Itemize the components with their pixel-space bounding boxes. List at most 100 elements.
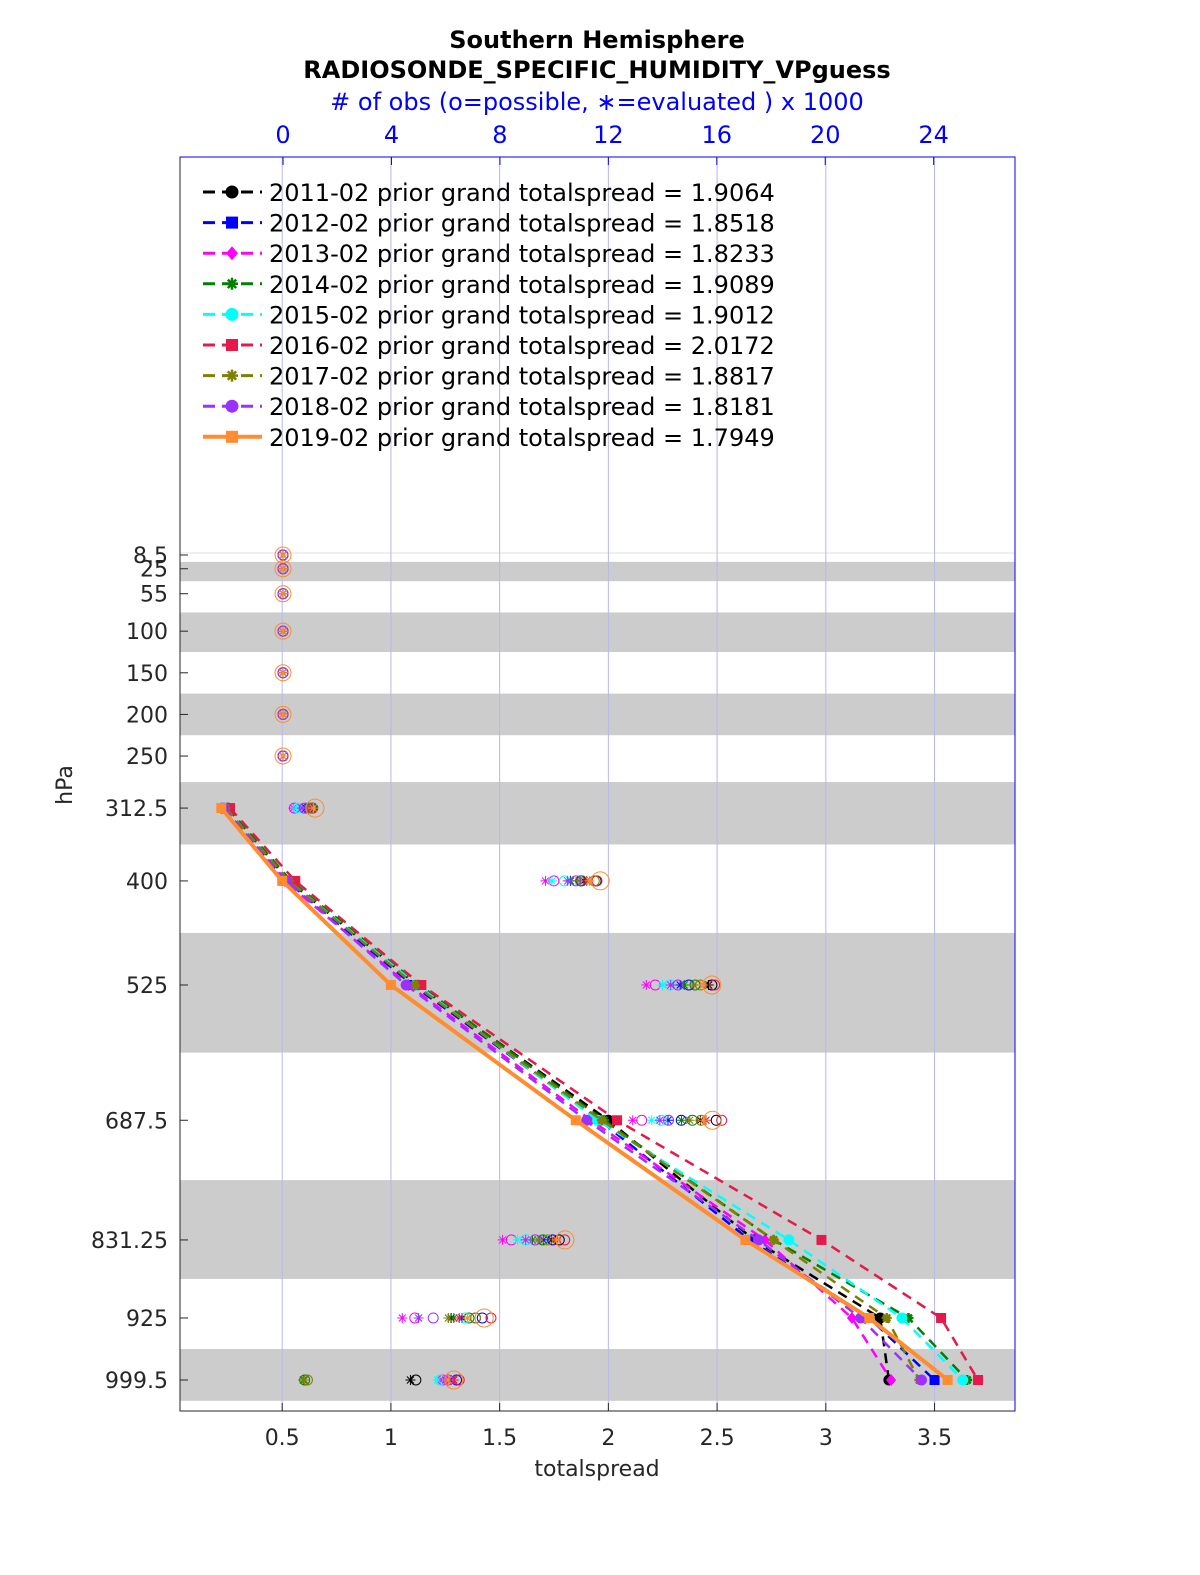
data-point bbox=[936, 1312, 947, 1323]
data-point bbox=[385, 979, 396, 990]
series-line bbox=[226, 807, 891, 1381]
legend-entry: 2019-02 prior grand totalspread = 1.7949 bbox=[269, 424, 775, 452]
obs-possible-point bbox=[636, 1114, 648, 1126]
obs-evaluated-point bbox=[278, 626, 289, 637]
x-tick-label: 3.5 bbox=[917, 1426, 952, 1451]
legend-entry: 2013-02 prior grand totalspread = 1.8233 bbox=[269, 240, 775, 268]
top-tick-label: 8 bbox=[492, 121, 507, 149]
obs-evaluated-point bbox=[584, 875, 595, 886]
obs-evaluated-point bbox=[698, 979, 709, 990]
y-tick-label: 999.5 bbox=[105, 1369, 168, 1394]
obs-evaluated-point bbox=[684, 1115, 695, 1126]
series-2014-02 bbox=[222, 802, 973, 1386]
data-point bbox=[290, 875, 301, 886]
y-tick-label: 150 bbox=[126, 662, 168, 687]
obs-evaluated-point bbox=[676, 1115, 687, 1126]
data-point bbox=[740, 1234, 751, 1245]
data-point bbox=[752, 1234, 764, 1246]
data-point bbox=[277, 875, 288, 886]
y-tick-label: 525 bbox=[126, 974, 168, 999]
legend-marker bbox=[226, 430, 238, 443]
obs-evaluated-point bbox=[562, 875, 573, 886]
obs-evaluated-point bbox=[551, 1234, 562, 1245]
data-point bbox=[596, 1115, 607, 1126]
obs-evaluated-point bbox=[278, 751, 289, 762]
data-point bbox=[942, 1375, 953, 1385]
obs-possible-point bbox=[709, 979, 721, 991]
obs-evaluated-point bbox=[641, 979, 652, 990]
legend-marker bbox=[226, 216, 238, 229]
obs-evaluated-point bbox=[308, 803, 319, 814]
x-tick-label: 1 bbox=[384, 1426, 398, 1451]
data-point bbox=[409, 979, 420, 990]
obs-evaluated-point bbox=[657, 979, 668, 990]
band-200 bbox=[180, 693, 1015, 736]
data-point bbox=[929, 1375, 940, 1385]
series-2012-02 bbox=[220, 802, 940, 1386]
legend-entry: 2017-02 prior grand totalspread = 1.8817 bbox=[269, 363, 775, 391]
data-point bbox=[612, 1115, 623, 1126]
obs-evaluated-point bbox=[538, 1234, 549, 1245]
data-point bbox=[896, 1312, 908, 1324]
y-tick-label: 400 bbox=[126, 870, 168, 895]
plot-area bbox=[216, 546, 984, 1390]
data-point bbox=[973, 1375, 984, 1385]
obs-evaluated-point bbox=[291, 803, 302, 814]
obs-evaluated-point bbox=[397, 1312, 408, 1323]
obs-possible-point bbox=[274, 546, 292, 564]
obs-evaluated-point bbox=[665, 979, 676, 990]
data-point bbox=[957, 1374, 969, 1386]
data-point bbox=[768, 1234, 779, 1245]
series-2011-02 bbox=[222, 802, 895, 1386]
top-tick-label: 20 bbox=[810, 121, 841, 149]
legend-marker bbox=[225, 307, 239, 321]
x-tick-label: 2 bbox=[601, 1426, 615, 1451]
obs-evaluated-point bbox=[278, 667, 289, 678]
legend-entry: 2018-02 prior grand totalspread = 1.8181 bbox=[269, 393, 775, 421]
obs-evaluated-point bbox=[405, 1375, 416, 1385]
data-point bbox=[581, 1114, 593, 1126]
obs-evaluated-point bbox=[688, 979, 699, 990]
series-2019-02 bbox=[216, 798, 953, 1390]
obs-evaluated-point bbox=[532, 1234, 543, 1245]
obs-evaluated-point bbox=[540, 875, 551, 886]
obs-possible-point bbox=[274, 664, 292, 682]
chart-subtitle: RADIOSONDE_SPECIFIC_HUMIDITY_VPguess bbox=[303, 56, 890, 84]
obs-possible-point bbox=[274, 622, 292, 640]
band-831.25 bbox=[180, 1180, 1015, 1279]
y-tick-label: 831.25 bbox=[91, 1229, 168, 1254]
obs-evaluated-point bbox=[627, 1115, 638, 1126]
legend: 2011-02 prior grand totalspread = 1.9064… bbox=[203, 179, 775, 452]
band-525 bbox=[180, 932, 1015, 1053]
top-tick-label: 0 bbox=[275, 121, 290, 149]
x-tick-label: 0.5 bbox=[265, 1426, 300, 1451]
obs-possible-point bbox=[274, 560, 292, 578]
x-tick-label: 1.5 bbox=[482, 1426, 517, 1451]
obs-evaluated-point bbox=[698, 1115, 709, 1126]
data-point bbox=[846, 1311, 857, 1324]
obs-evaluated-point bbox=[432, 1375, 443, 1385]
obs-evaluated-point bbox=[703, 979, 714, 990]
obs-evaluated-point bbox=[654, 1115, 665, 1126]
obs-evaluated-point bbox=[278, 550, 289, 560]
data-point bbox=[570, 1115, 581, 1126]
top-tick-label: 24 bbox=[918, 121, 949, 149]
obs-possible-point bbox=[476, 1312, 488, 1324]
top-tick-label: 4 bbox=[384, 121, 399, 149]
legend-marker bbox=[226, 246, 238, 261]
y-tick-label: 100 bbox=[126, 620, 168, 645]
data-point bbox=[783, 1234, 795, 1246]
obs-evaluated-point bbox=[520, 1234, 531, 1245]
data-point bbox=[216, 803, 227, 814]
data-point bbox=[416, 979, 427, 990]
legend-marker bbox=[225, 185, 239, 199]
y-tick-label: 687.5 bbox=[105, 1109, 168, 1134]
legend-entry: 2015-02 prior grand totalspread = 1.9012 bbox=[269, 301, 775, 329]
obs-possible-point bbox=[474, 1308, 494, 1328]
series-line bbox=[226, 807, 969, 1381]
obs-evaluated-point bbox=[413, 1312, 424, 1323]
grid-lines bbox=[281, 157, 936, 1411]
x-tick-label: 3 bbox=[819, 1426, 833, 1451]
series-line bbox=[224, 807, 964, 1381]
x-axis-label: totalspread bbox=[534, 1457, 659, 1482]
